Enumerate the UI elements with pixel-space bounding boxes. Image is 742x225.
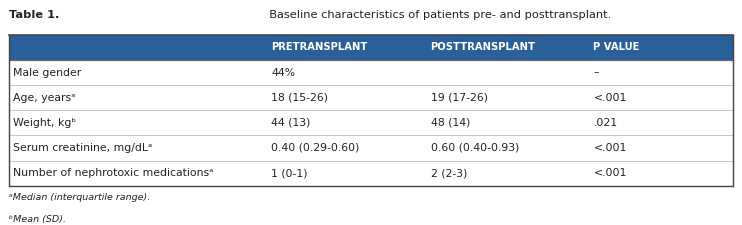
Text: 18 (15-26): 18 (15-26)	[271, 93, 328, 103]
Bar	[9, 110, 733, 135]
Text: <.001: <.001	[594, 143, 627, 153]
Text: 1 (0-1): 1 (0-1)	[271, 168, 308, 178]
Text: <.001: <.001	[594, 168, 627, 178]
Text: 48 (14): 48 (14)	[430, 118, 470, 128]
Text: ᵇMean (SD).: ᵇMean (SD).	[9, 215, 66, 224]
Text: –: –	[594, 68, 599, 78]
Text: Serum creatinine, mg/dLᵃ: Serum creatinine, mg/dLᵃ	[13, 143, 153, 153]
Text: <.001: <.001	[594, 93, 627, 103]
Bar	[9, 135, 733, 160]
Text: 2 (2-3): 2 (2-3)	[430, 168, 467, 178]
Text: POSTTRANSPLANT: POSTTRANSPLANT	[430, 43, 536, 52]
Text: 0.60 (0.40-0.93): 0.60 (0.40-0.93)	[430, 143, 519, 153]
Text: Age, yearsᵃ: Age, yearsᵃ	[13, 93, 76, 103]
Bar	[9, 60, 733, 85]
Text: Table 1.: Table 1.	[9, 10, 59, 20]
Text: 0.40 (0.29-0.60): 0.40 (0.29-0.60)	[271, 143, 360, 153]
Text: PRETRANSPLANT: PRETRANSPLANT	[271, 43, 367, 52]
Bar	[9, 35, 733, 60]
Text: ᵃMedian (interquartile range).: ᵃMedian (interquartile range).	[9, 194, 150, 202]
Text: Number of nephrotoxic medicationsᵃ: Number of nephrotoxic medicationsᵃ	[13, 168, 214, 178]
Text: 44 (13): 44 (13)	[271, 118, 311, 128]
Text: 19 (17-26): 19 (17-26)	[430, 93, 487, 103]
Bar	[9, 160, 733, 186]
Text: Weight, kgᵇ: Weight, kgᵇ	[13, 118, 76, 128]
Text: P VALUE: P VALUE	[594, 43, 640, 52]
Text: Male gender: Male gender	[13, 68, 82, 78]
Bar	[9, 85, 733, 110]
Text: Baseline characteristics of patients pre- and posttransplant.: Baseline characteristics of patients pre…	[262, 10, 611, 20]
Text: 44%: 44%	[271, 68, 295, 78]
Text: .021: .021	[594, 118, 617, 128]
